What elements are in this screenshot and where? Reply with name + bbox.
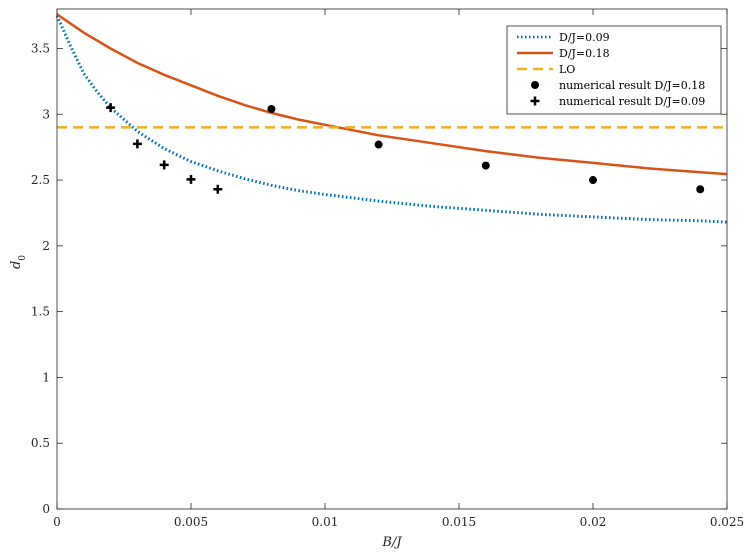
legend-swatch [531,81,539,89]
data-point [106,103,116,113]
y-tick-label: 1 [42,370,50,384]
plot-frame [56,8,728,510]
legend-label: LO [559,63,575,76]
series-line [56,13,728,176]
legend-label: numerical result D/J=0.09 [559,95,705,108]
data-point [696,185,705,194]
data-point [186,174,196,184]
x-tick-label: 0.015 [442,515,476,529]
y-axis-label: d0 [9,255,28,269]
data-point [481,161,490,170]
y-tick-label: 0.5 [31,436,50,450]
y-tick-label: 1.5 [31,305,50,319]
series-3 [267,105,705,194]
legend-label: numerical result D/J=0.18 [559,79,705,92]
y-tick-label: 3 [42,107,50,121]
x-tick-label: 0 [53,515,61,529]
x-axis-label: B/J [381,535,402,550]
y-tick-label: 3.5 [31,41,50,55]
series-line [55,14,728,224]
y-tick-label: 2 [42,239,50,253]
data-point [374,140,383,149]
legend: D/J=0.09 D/J=0.18 LO numerical result D/J=0… [506,25,722,115]
y-tick-label: 0 [42,502,50,516]
axis-layer: 0 0.005 0.01 0.015 0.02 0.025 0 0.5 1 1.5 2 2.5 3 3.5 [31,9,744,529]
x-tick-label: 0.02 [580,515,607,529]
series-layer [55,13,728,224]
x-tick-label: 0.01 [312,515,339,529]
series-4 [106,103,223,194]
data-point [267,105,276,113]
series-1 [56,13,728,176]
legend-label: D/J=0.09 [559,31,610,44]
x-tick-label: 0.005 [174,515,208,529]
data-point [132,139,142,149]
legend-label: D/J=0.18 [559,47,610,60]
y-tick-label: 2.5 [31,173,50,187]
legend-swatch [530,96,540,106]
data-point [213,184,223,194]
data-point [159,160,169,170]
data-point [589,176,597,185]
x-tick-label: 0.025 [710,515,744,529]
series-0 [55,14,728,224]
